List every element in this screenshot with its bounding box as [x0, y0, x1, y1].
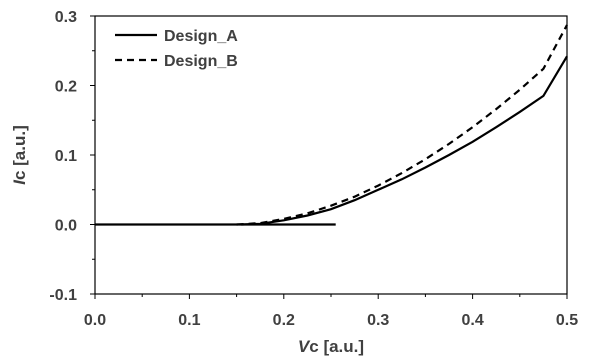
- legend-design-a-label: Design_A: [164, 28, 238, 45]
- x-tick-label: 0.2: [273, 312, 295, 329]
- x-axis-label: Vc [a.u.]: [298, 337, 364, 356]
- series-design-a-curve: [241, 55, 568, 226]
- y-tick-label: -0.1: [49, 287, 77, 304]
- y-tick-label: 0.1: [55, 148, 77, 165]
- x-tick-label: 0.3: [367, 312, 389, 329]
- legend-design-b-label: Design_B: [164, 53, 238, 70]
- y-axis-ticks: -0.1 0.0 0.1 0.2 0.3: [49, 9, 95, 304]
- series-layer: [95, 24, 568, 226]
- x-axis-ticks: 0.0 0.1 0.2 0.3 0.4 0.5: [84, 294, 578, 329]
- series-design-b-line: [236, 24, 568, 226]
- y-tick-label: 0.0: [55, 218, 77, 235]
- x-tick-label: 0.1: [178, 312, 200, 329]
- y-tick-label: 0.3: [55, 9, 77, 26]
- y-tick-label: 0.2: [55, 79, 77, 96]
- x-tick-label: 0.0: [84, 312, 106, 329]
- y-axis-label: Ic [a.u.]: [10, 125, 29, 185]
- x-tick-label: 0.5: [556, 312, 578, 329]
- legend: Design_A Design_B: [115, 28, 238, 70]
- x-tick-label: 0.4: [461, 312, 483, 329]
